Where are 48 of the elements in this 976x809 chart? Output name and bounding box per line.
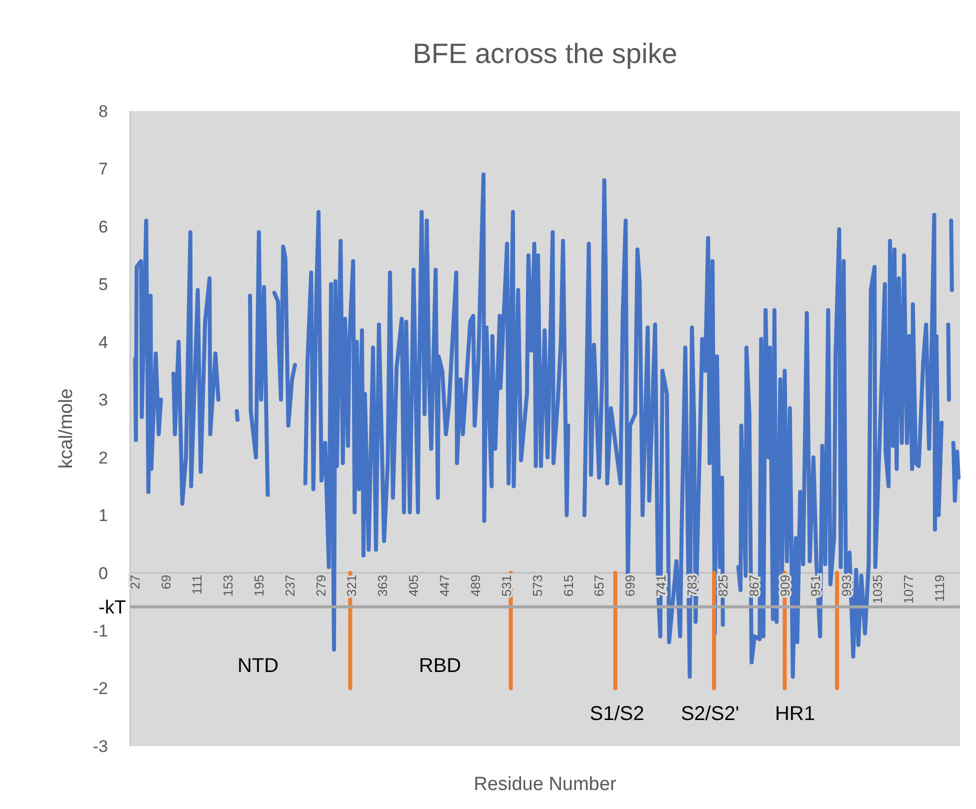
x-tick-label: 195: [251, 574, 266, 597]
x-tick-label: 279: [313, 574, 328, 597]
x-tick-label: 573: [530, 574, 545, 597]
y-tick-label: 6: [98, 217, 108, 236]
x-tick-label: 447: [437, 574, 452, 597]
annotation: S2/S2': [680, 703, 740, 725]
y-tick-label: -3: [92, 736, 108, 756]
x-tick-label: 615: [560, 574, 576, 597]
x-tick-label: 1119: [932, 574, 947, 602]
x-tick-label: 153: [220, 574, 236, 597]
y-tick-label: 0: [98, 564, 108, 583]
y-tick-label: -1: [92, 621, 108, 640]
x-tick-label: 237: [282, 574, 298, 597]
x-tick-label: 321: [344, 574, 360, 597]
x-tick-label: 825: [715, 574, 730, 597]
annotation: HR1: [774, 703, 816, 725]
y-tick-label: 2: [98, 448, 108, 468]
x-tick-label: 27: [128, 574, 143, 590]
x-tick-label: 489: [468, 574, 483, 597]
x-tick-label: 951: [808, 574, 824, 597]
y-tick-label: 8: [98, 102, 108, 121]
x-tick-label: 783: [684, 574, 700, 597]
x-tick-label: 909: [777, 574, 792, 597]
x-tick-label: 993: [839, 574, 854, 597]
x-tick-label: 1077: [900, 574, 916, 604]
x-tick-label: 111: [190, 574, 205, 595]
y-axis-title: kcal/mole: [56, 388, 77, 469]
annotation: RBD: [418, 655, 462, 677]
y-tick-label: -2: [92, 679, 108, 698]
x-tick-label: 531: [498, 574, 514, 597]
x-tick-label: 405: [406, 574, 422, 597]
y-tick-label: 5: [98, 275, 108, 294]
x-tick-label: 867: [746, 574, 762, 597]
annotation: NTD: [237, 655, 279, 677]
y-tick-label: 4: [98, 332, 108, 352]
x-tick-label: 69: [158, 574, 174, 590]
y-tick-label: 7: [98, 160, 108, 179]
y-tick-label: 1: [98, 506, 108, 526]
x-tick-label: 657: [592, 574, 607, 597]
annotation: S1/S2: [590, 703, 644, 725]
ref-line-label: -kT: [98, 598, 126, 619]
x-tick-label: 1035: [870, 574, 886, 604]
chart-title: BFE across the spike: [412, 38, 678, 69]
x-tick-label: 699: [622, 574, 638, 597]
x-tick-label: 741: [654, 574, 669, 597]
y-tick-label: 3: [98, 390, 108, 410]
x-axis-title: Residue Number: [474, 774, 617, 795]
x-tick-label: 363: [375, 574, 390, 597]
